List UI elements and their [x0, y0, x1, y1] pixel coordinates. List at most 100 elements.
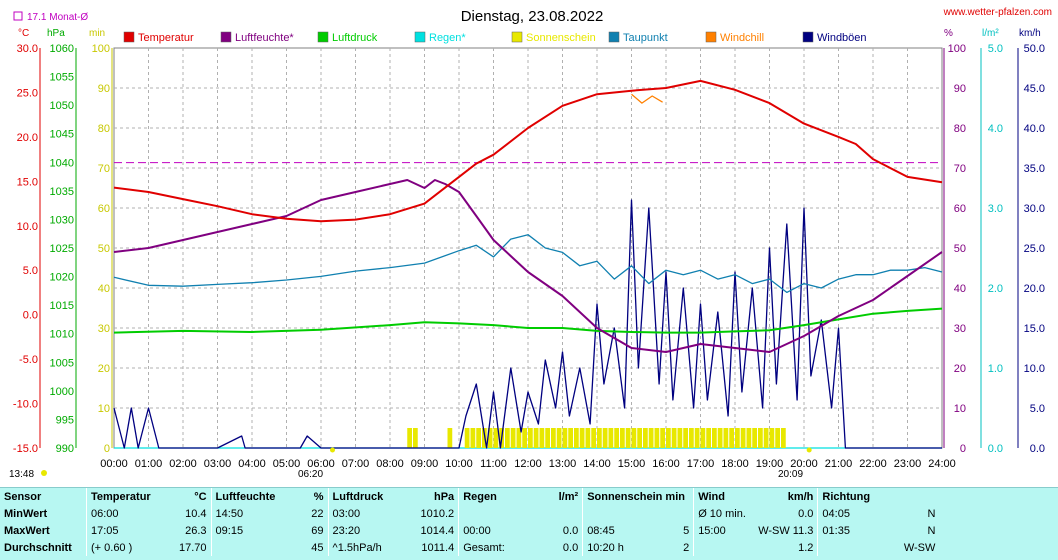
sunshine-bar: [516, 428, 522, 448]
table-cell: 03:00: [327, 505, 417, 522]
table-cell: 0.0: [798, 507, 814, 520]
table-header: Regen: [458, 488, 553, 505]
x-tick-label: 19:00: [756, 458, 784, 470]
temp_c-tick-label: 5.0: [23, 265, 38, 277]
humidity_pct-tick-label: 40: [954, 283, 966, 295]
sunshine-bar: [729, 428, 734, 448]
sun_min-tick-label: 100: [92, 43, 110, 55]
rain_lm2-tick-label: 3.0: [988, 203, 1003, 215]
table-header: %: [313, 490, 324, 503]
table-cell: 45: [311, 541, 324, 554]
table-cell: 1010.2: [420, 507, 455, 520]
sunshine-bar: [528, 428, 533, 448]
pressure_hpa-tick-label: 1050: [50, 100, 74, 112]
sunshine-bar: [574, 428, 579, 448]
x-tick-label: 02:00: [169, 458, 197, 470]
sunshine-bar: [712, 428, 717, 448]
sun_min-tick-label: 70: [98, 163, 110, 175]
pressure_hpa-tick-label: 1015: [50, 300, 74, 312]
temp_c-tick-label: 30.0: [17, 43, 38, 55]
humidity_pct-tick-label: 60: [954, 203, 966, 215]
table-header: °C: [194, 490, 207, 503]
wind_kmh-tick-label: 25.0: [1024, 243, 1045, 255]
sunshine-bar: [533, 428, 539, 448]
x-tick-label: 17:00: [687, 458, 715, 470]
pressure_hpa-tick-label: 1000: [50, 386, 74, 398]
table-header: Temperatur: [86, 488, 175, 505]
sunshine-bar: [660, 428, 665, 448]
pressure_hpa-tick-label: 1020: [50, 272, 74, 284]
x-tick-label: 15:00: [618, 458, 646, 470]
sun_min-tick-label: 40: [98, 283, 110, 295]
table-cell: 69: [311, 524, 324, 537]
x-tick-label: 00:00: [100, 458, 128, 470]
chart-background: [0, 0, 1058, 487]
x-tick-label: 09:00: [411, 458, 439, 470]
table-cell: [693, 539, 755, 556]
x-tick-label: 08:00: [376, 458, 404, 470]
wind_kmh-tick-label: 5.0: [1030, 403, 1045, 415]
chart-title: Dienstag, 23.08.2022: [461, 8, 604, 25]
table-cell: 15:00: [693, 522, 755, 539]
x-tick-label: 23:00: [894, 458, 922, 470]
rain_lm2-tick-label: 5.0: [988, 43, 1003, 55]
sunshine-bar: [683, 428, 688, 448]
sun_min-tick-label: 0: [104, 443, 110, 455]
table-cell: 14:50: [210, 505, 300, 522]
wind_kmh-tick-label: 45.0: [1024, 83, 1045, 95]
sunset-marker-icon: [806, 447, 812, 453]
temp_c-tick-label: 25.0: [17, 87, 38, 99]
series-line-luftfeuchte: [113, 179, 943, 353]
table-cell: Gesamt:: [458, 539, 553, 556]
temp_c-tick-label: -5.0: [19, 354, 38, 366]
legend-label: Windchill: [720, 32, 764, 44]
rain_lm2-tick-label: 0.0: [988, 443, 1003, 455]
table-row: MaxWert 17:05 26.3 09:15 69 23:20 1014.4…: [0, 522, 939, 539]
pressure_hpa-tick-label: 1045: [50, 129, 74, 141]
sunshine-bar: [539, 428, 545, 448]
table-cell: 08:45: [582, 522, 667, 539]
humidity_pct-tick-label: 20: [954, 363, 966, 375]
humidity_pct-tick-label: 80: [954, 123, 966, 135]
table-cell: 26.3: [185, 524, 207, 537]
table-cell: 10:20 h: [582, 539, 667, 556]
sunshine-bar: [671, 428, 677, 448]
sunshine-bar: [752, 428, 757, 448]
sunshine-bar: [648, 428, 654, 448]
x-tick-label: 11:00: [480, 458, 507, 470]
legend-label: Temperatur: [138, 32, 194, 44]
table-cell: 17.70: [179, 541, 207, 554]
humidity_pct-tick-label: 50: [954, 243, 966, 255]
sunshine-bar: [522, 428, 527, 448]
sunshine-bar: [637, 428, 642, 448]
legend-swatch: [414, 31, 426, 43]
legend-label: Luftdruck: [332, 32, 378, 44]
wind_kmh-tick-label: 0.0: [1030, 443, 1045, 455]
unit-hpa: hPa: [47, 28, 65, 39]
sunshine-bar: [556, 428, 562, 448]
pressure_hpa-tick-label: 1040: [50, 157, 74, 169]
legend: Temperatur Luftfeuchte* Luftdruck Regen* Son…: [123, 31, 867, 44]
table-cell: N: [927, 524, 936, 537]
humidity_pct-tick-label: 90: [954, 83, 966, 95]
sunshine-bar: [706, 428, 711, 448]
wind_kmh-tick-label: 35.0: [1024, 163, 1045, 175]
site-link[interactable]: www.wetter-pfalzen.com: [943, 7, 1052, 18]
sunshine-bar: [614, 428, 619, 448]
x-tick-label: 10:00: [445, 458, 473, 470]
sunshine-bar: [464, 428, 470, 448]
sunshine-bar: [763, 428, 769, 448]
sunshine-bar: [758, 428, 763, 448]
table-header: Sensor: [4, 490, 42, 503]
sunshine-bar: [700, 428, 706, 448]
wind_kmh-tick-label: 15.0: [1024, 323, 1045, 335]
pressure_hpa-tick-label: 1030: [50, 214, 74, 226]
sun_min-tick-label: 80: [98, 123, 110, 135]
table-cell: 0.0: [562, 541, 579, 554]
table-header-row: Sensor Temperatur °C Luftfeuchte % Luftd…: [0, 488, 939, 505]
rain_lm2-tick-label: 2.0: [988, 283, 1003, 295]
pressure_hpa-tick-label: 1010: [50, 329, 74, 341]
sunshine-bar: [746, 428, 752, 448]
sun_min-tick-label: 60: [98, 203, 110, 215]
table-cell: 2: [683, 541, 690, 554]
